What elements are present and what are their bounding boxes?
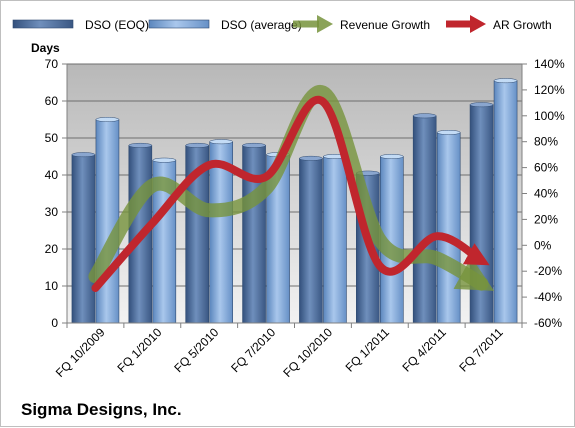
y2-tick-labels: -60% -40% -20% 0% 20% 40% 60% 80% 100% 120% 140% [534,57,565,330]
y-tick-label: 0 [51,316,58,330]
bar-cap [185,142,209,148]
y-tick-label: 70 [45,57,59,71]
bar-cap [469,102,494,108]
x-tick-label: FQ 5/2010 [171,325,221,375]
bar-cap [128,142,153,148]
y-tick-labels: 0 10 20 30 40 50 60 70 [45,57,59,330]
legend-arrow-icon [317,15,333,33]
legend-arrow-icon [470,15,486,33]
bar-cap [299,155,323,161]
legend-label: Revenue Growth [340,18,430,32]
y2-tick-label: 40% [534,187,558,201]
legend-label: AR Growth [493,18,552,32]
x-tick-labels: FQ 10/2009 FQ 1/2010 FQ 5/2010 FQ 7/2010 FQ … [53,325,506,380]
x-tick-label: FQ 1/2011 [343,325,393,375]
y2-tick-label: -40% [534,290,562,304]
bar [299,158,323,324]
bar-cap [152,157,177,163]
x-tick-label: FQ 10/2010 [280,325,335,380]
bar-cap [71,152,96,158]
bar [493,80,518,324]
y2-tick-label: -20% [534,264,562,278]
y2-tick-label: -60% [534,316,562,330]
bar-cap [436,130,461,135]
bar [323,156,347,324]
y-tick-label: 60 [45,94,59,108]
y-tick-label: 30 [45,205,59,219]
bar-cap [242,142,266,148]
y2-tick-label: 80% [534,135,558,149]
bar [412,115,437,324]
y2-tick-label: 140% [534,57,565,71]
y-tick-label: 20 [45,242,59,256]
bar-cap [380,154,404,159]
growth-lines [88,85,495,293]
legend-swatch [148,19,210,29]
y-tick-label: 10 [45,279,59,293]
y2-tick-label: 120% [534,83,565,97]
x-tick-label: FQ 1/2010 [114,325,164,375]
legend: DSO (EOQ) DSO (average) Revenue Growth AR G… [12,15,552,33]
legend-label: DSO (EOQ) [85,18,149,32]
bar-cap [95,117,120,122]
chart-title: Sigma Designs, Inc. [21,400,182,419]
y2-tick-label: 0% [534,238,552,252]
bar-cap [493,78,518,84]
x-tick-label: FQ 7/2010 [228,325,278,375]
bar [95,119,120,324]
bar [71,154,96,324]
ar-growth-line [91,95,490,293]
y-tick-label: 50 [45,131,59,145]
y2-tick-label: 20% [534,212,558,226]
bar-cap [412,113,437,119]
y-tick-label: 40 [45,168,59,182]
legend-label: DSO (average) [221,18,302,32]
axes [62,63,527,328]
x-tick-label: FQ 10/2009 [53,325,108,380]
bar-cap [209,139,233,145]
y-axis-label: Days [31,41,60,55]
y2-tick-label: 60% [534,161,558,175]
legend-swatch [12,19,74,29]
bar [436,132,461,324]
x-tick-label: FQ 7/2011 [456,325,506,375]
x-tick-label: FQ 4/2011 [399,325,449,375]
y2-tick-label: 100% [534,109,565,123]
